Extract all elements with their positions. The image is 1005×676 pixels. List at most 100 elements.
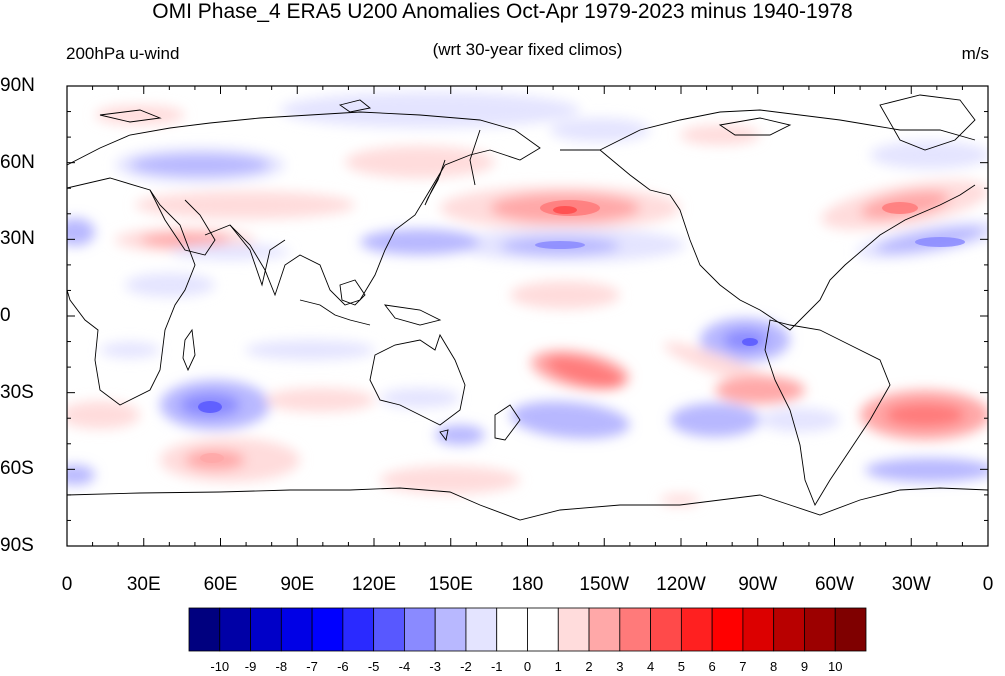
anomaly-contour (380, 466, 520, 494)
colorbar-swatch (280, 607, 313, 652)
anomaly-contour (280, 92, 580, 128)
colorbar-tick-label: 1 (554, 659, 562, 674)
anomaly-core (915, 237, 965, 247)
anomaly-contour (715, 376, 805, 404)
anomaly-contour (760, 408, 840, 432)
colorbar-tick-label: -2 (460, 659, 472, 674)
colorbar-tick-label: 5 (677, 659, 685, 674)
colorbar-tick-label: 7 (739, 659, 747, 674)
colorbar-swatch (650, 607, 682, 652)
anomaly-contour (380, 388, 460, 408)
colorbar-swatch (219, 607, 251, 652)
lon-tick-label: 90W (738, 574, 778, 595)
colorbar-swatch (496, 607, 528, 652)
lon-tick-label: 60E (203, 574, 238, 595)
lat-tick-label: 90S (0, 535, 34, 556)
anomaly-contour (345, 146, 495, 178)
colorbar-swatch (804, 607, 836, 652)
colorbar-tick-label: 3 (616, 659, 624, 674)
anomaly-contour (95, 105, 185, 125)
anomaly-contour (245, 340, 375, 360)
colorbar-swatch (434, 607, 467, 652)
colorbar-swatch (773, 607, 805, 652)
climatology-note: (wrt 30-year fixed climos) (432, 40, 623, 59)
anomaly-contour (130, 154, 270, 176)
colorbar (188, 607, 867, 652)
colorbar-tick-label: 9 (800, 659, 809, 674)
colorbar-swatch (834, 607, 867, 652)
anomaly-contour (100, 342, 160, 358)
anomaly-contour (510, 281, 620, 309)
anomaly-contour (663, 342, 777, 388)
anomaly-contour (265, 388, 375, 412)
colorbar-swatch (711, 607, 744, 652)
colorbar-tick-label: -5 (367, 659, 380, 674)
colorbar-tick-label: 4 (646, 659, 655, 674)
colorbar-swatch (250, 607, 282, 652)
lon-tick-label: 120E (351, 574, 397, 595)
anomaly-contour (670, 403, 760, 437)
colorbar-swatch (188, 607, 221, 652)
anomaly-contour (67, 218, 95, 246)
lon-tick-label: 120W (656, 574, 706, 595)
anomaly-contour (660, 494, 700, 506)
anomaly-core (535, 241, 585, 249)
anomaly-core (198, 401, 222, 413)
anomaly-contour (510, 401, 630, 439)
colorbar-swatch (557, 607, 590, 652)
anomaly-field (67, 86, 988, 546)
lon-tick-label: 60W (814, 574, 855, 595)
lat-tick-label: 90N (0, 75, 35, 96)
figure-title: OMI Phase_4 ERA5 U200 Anomalies Oct-Apr … (152, 0, 853, 23)
colorbar-tick-label: 8 (770, 659, 778, 674)
anomaly-core (742, 338, 758, 346)
colorbar-swatch (311, 607, 344, 652)
colorbar-tick-label: -4 (398, 659, 411, 674)
colorbar-tick-label: -10 (210, 659, 230, 674)
anomaly-core (553, 206, 577, 214)
colorbar-swatch (742, 607, 775, 652)
variable-label: 200hPa u-wind (66, 44, 180, 63)
anomaly-contour (550, 118, 650, 142)
lon-tick-label: 30W (891, 574, 931, 595)
anomaly-contour (865, 458, 988, 482)
axis-ticks (66, 85, 989, 547)
anomaly-core (882, 202, 918, 214)
anomaly-contour (170, 244, 290, 260)
colorbar-swatch (373, 607, 405, 652)
colorbar-swatch (619, 607, 651, 652)
colorbar-tick-label: -6 (337, 659, 349, 674)
anomaly-contour (135, 191, 355, 219)
colorbar-tick-label: 2 (585, 659, 593, 674)
colorbar-tick-label: -8 (275, 659, 288, 674)
anomaly-core (200, 453, 224, 463)
colorbar-tick-label: 0 (523, 659, 532, 674)
lon-tick-label: 0 (982, 574, 994, 595)
colorbar-swatch (680, 607, 713, 652)
lon-tick-label: 90E (280, 574, 315, 595)
lat-tick-label: 60N (0, 151, 35, 173)
colorbar-swatch (588, 607, 621, 652)
anomaly-contour (546, 356, 624, 388)
anomaly-contour (125, 273, 215, 297)
units-label: m/s (961, 44, 989, 63)
anomaly-contour (67, 401, 140, 429)
colorbar-tick-label: 6 (708, 659, 716, 674)
anomaly-contour (67, 465, 95, 485)
colorbar-tick-label: 10 (827, 659, 843, 674)
colorbar-swatch (465, 607, 498, 652)
colorbar-swatch (527, 607, 559, 652)
anomaly-contour (885, 403, 965, 427)
colorbar-tick-label: -7 (306, 659, 318, 674)
colorbar-swatch (342, 607, 375, 652)
lat-tick-label: 0 (0, 305, 11, 326)
lat-tick-label: 30S (0, 381, 34, 403)
colorbar-tick-label: -3 (429, 659, 441, 674)
lat-tick-label: 30N (0, 228, 35, 250)
lat-tick-label: 60S (0, 458, 34, 480)
coastlines (67, 94, 988, 521)
anomaly-contour (360, 229, 480, 255)
colorbar-tick-label: -1 (490, 659, 503, 674)
lon-tick-label: 150W (579, 574, 630, 595)
